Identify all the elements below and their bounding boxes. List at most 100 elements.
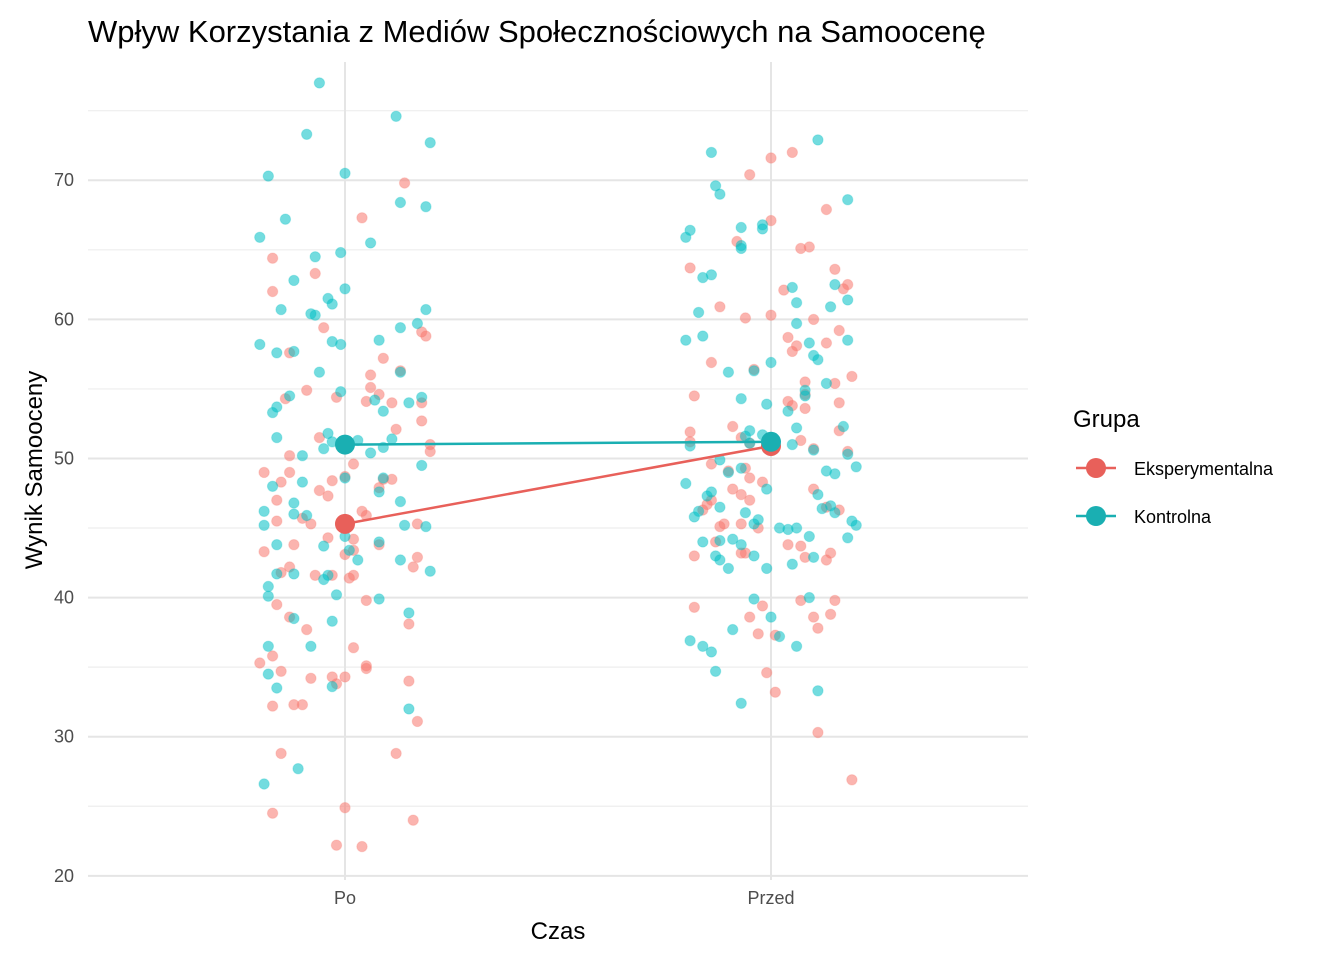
data-point [684,635,696,647]
data-point [390,423,402,435]
data-point [782,539,794,551]
data-point [330,589,343,601]
legend-title: Grupa [1073,406,1140,433]
data-point [688,550,700,562]
data-point [262,580,274,593]
data-point [266,650,279,662]
data-point [301,509,313,522]
data-point [756,600,769,612]
data-point [271,598,283,611]
data-point [309,267,321,280]
data-point [697,536,709,548]
data-point [680,334,692,346]
data-point [403,675,415,687]
data-point [735,518,747,530]
data-point [795,434,807,447]
data-point [748,550,760,562]
mean-point [335,434,355,455]
axes: 20 30 40 50 60 70 Po Przed [54,170,795,908]
y-tick-label: 50 [54,448,74,468]
data-point [394,495,407,508]
data-point [266,480,279,492]
data-point [339,802,351,814]
data-point [773,630,786,643]
data-point [680,477,692,490]
data-point [709,180,722,192]
data-point [373,486,385,498]
data-point [266,807,279,819]
data-point [258,546,270,558]
data-point [714,554,726,566]
data-point [748,593,760,605]
y-tick-label: 40 [54,588,74,608]
data-point [258,519,270,531]
data-point [305,672,317,684]
data-point [790,317,803,330]
data-point [403,618,415,630]
data-point [386,397,398,409]
data-point [377,472,389,484]
data-point [313,431,326,444]
data-point [313,77,326,89]
data-point [296,450,309,462]
data-point [420,201,432,213]
data-point [364,381,377,394]
data-point [373,536,385,548]
mean-lines [335,431,781,534]
data-point [752,628,764,640]
data-point [833,397,845,409]
data-point [846,774,858,786]
data-point [288,345,300,358]
data-point [795,540,807,552]
data-point [407,814,419,826]
data-point [262,170,274,182]
data-point [407,561,419,573]
data-point [360,662,372,675]
data-point [769,686,781,698]
data-point [842,194,854,206]
data-point [714,534,726,547]
data-point [705,458,718,470]
data-point [790,422,803,434]
mean-line [344,444,772,526]
data-point [288,539,300,551]
data-point [744,494,756,506]
data-point [326,475,338,487]
data-point [266,700,279,712]
data-point [812,685,824,697]
data-point [394,196,407,209]
data-point [761,667,773,679]
data-point [305,518,317,530]
data-point [820,203,833,216]
y-axis-title: Wynik Samooceny [21,371,48,570]
data-point [765,152,777,164]
data-point [790,522,803,534]
data-point [296,476,309,488]
data-point [829,468,841,480]
chart-title: Wpływ Korzystania z Mediów Społecznościo… [88,14,986,49]
data-point [744,611,756,623]
data-point [322,490,334,502]
data-point [339,167,351,180]
data-point [735,488,747,501]
data-point [850,519,862,531]
data-point [313,366,326,378]
data-point [390,747,402,760]
data-points [254,77,862,853]
data-point [744,472,756,484]
mean-point [335,513,355,534]
data-point [714,520,726,533]
data-point [416,391,428,403]
data-point [807,444,820,456]
data-point [275,665,287,677]
data-point [680,231,692,244]
data-point [369,394,381,406]
data-point [735,697,747,709]
data-point [403,397,415,409]
data-point [271,347,283,359]
grid [88,62,1028,880]
data-point [765,356,777,369]
data-point [790,297,803,309]
data-point [692,306,705,319]
